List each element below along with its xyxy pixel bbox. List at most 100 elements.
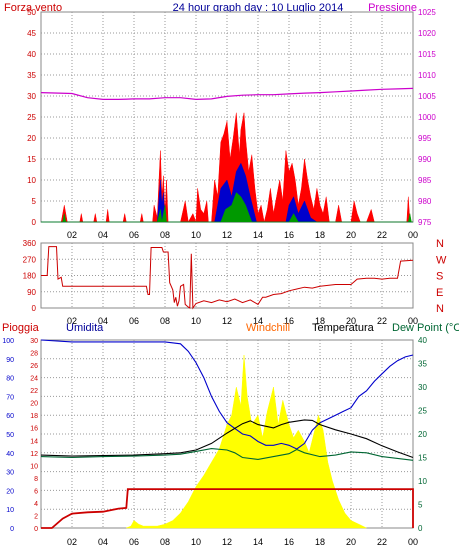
y-tick-label: 995 (418, 134, 432, 143)
y-tick-label: 45 (27, 29, 36, 38)
wind-direction-series (41, 246, 414, 310)
y-tick-label: 10 (27, 176, 36, 185)
wind-pressure-x-ticks: 02 04 06 08 10 12 14 16 18 20 22 00 (67, 230, 418, 240)
x-tick-label: 14 (253, 316, 263, 326)
x-tick-label: 16 (284, 537, 294, 547)
y-tick-label: 25 (418, 407, 427, 416)
y-tick-label: 80 (6, 376, 14, 383)
y-tick-label: 35 (27, 71, 36, 80)
y-tick-label: 90 (6, 357, 14, 364)
direction-axis-ticks: 0 90 180 270 360 (23, 239, 37, 313)
x-tick-label: 06 (129, 230, 139, 240)
x-tick-label: 02 (67, 316, 77, 326)
y-tick-label: 16 (30, 426, 38, 433)
x-tick-label: 00 (408, 316, 418, 326)
y-tick-label: 0 (32, 304, 37, 313)
y-tick-label: 40 (27, 50, 36, 59)
y-tick-label: 30 (418, 383, 427, 392)
y-tick-label: 50 (6, 432, 14, 439)
x-tick-label: 02 (67, 230, 77, 240)
compass-label: S (436, 271, 443, 283)
series-solar (126, 354, 367, 529)
y-tick-label: 20 (30, 401, 38, 408)
y-tick-label: 1015 (418, 50, 436, 59)
x-tick-label: 14 (253, 537, 263, 547)
x-tick-label: 04 (98, 537, 108, 547)
y-tick-label: 12 (30, 451, 38, 458)
series-pioggia (41, 488, 414, 529)
wind-direction-grid (41, 243, 413, 308)
y-tick-label: 28 (30, 351, 38, 358)
y-tick-label: 20 (418, 430, 427, 439)
x-tick-label: 22 (377, 537, 387, 547)
y-tick-label: 6 (34, 488, 38, 495)
y-tick-label: 22 (30, 388, 38, 395)
y-tick-label: 40 (418, 336, 427, 345)
y-tick-label: 990 (418, 155, 432, 164)
series-wind (41, 162, 413, 223)
legend-entry: Temperatura (312, 322, 375, 334)
pressure-axis-ticks: 975 980 985 990 995 1000 1005 1010 1015 1020 1025 (418, 8, 436, 227)
x-tick-label: 10 (191, 316, 201, 326)
x-tick-label: 18 (315, 316, 325, 326)
x-tick-label: 20 (346, 230, 356, 240)
x-tick-label: 12 (222, 230, 232, 240)
x-tick-label: 08 (160, 537, 170, 547)
chart-title: 24 hour graph day : 10 Luglio 2014 (173, 2, 344, 14)
wind-pressure-panel: Forza vento 24 hour graph day : 10 Lugli… (4, 2, 436, 240)
legend-entry: Dew Point (°C (392, 322, 459, 334)
x-tick-label: 10 (191, 230, 201, 240)
y-tick-label: 30 (27, 92, 36, 101)
x-tick-label: 12 (222, 316, 232, 326)
x-tick-label: 22 (377, 230, 387, 240)
x-tick-label: 22 (377, 316, 387, 326)
temperature-axis-ticks: 0 5 10 15 20 25 30 35 40 (418, 336, 427, 533)
y-tick-label: 15 (27, 155, 36, 164)
y-tick-label: 70 (6, 394, 14, 401)
humidity-axis-ticks: 0 10 20 30 40 50 60 70 80 90 100 (2, 338, 14, 533)
compass-label: N (436, 238, 444, 250)
y-tick-label: 1010 (418, 71, 436, 80)
series-avg (41, 192, 413, 223)
y-tick-label: 90 (27, 288, 36, 297)
rain-humidity-x-ticks: 02 04 06 08 10 12 14 16 18 20 22 00 (67, 537, 418, 547)
legend-entry: Umidita (66, 322, 104, 334)
x-tick-label: 04 (98, 316, 108, 326)
y-tick-label: 1000 (418, 113, 436, 122)
x-tick-label: 14 (253, 230, 263, 240)
y-tick-label: 0 (10, 526, 14, 533)
compass-label: E (436, 287, 443, 299)
y-tick-label: 15 (418, 454, 427, 463)
y-tick-label: 25 (27, 113, 36, 122)
y-tick-label: 18 (30, 413, 38, 420)
y-tick-label: 20 (6, 488, 14, 495)
y-tick-label: 35 (418, 360, 427, 369)
y-tick-label: 40 (6, 451, 14, 458)
x-tick-label: 18 (315, 230, 325, 240)
rain-humidity-temperature-panel: Pioggia Umidita Windchill Temperatura Dew Po… (2, 322, 459, 547)
y-tick-label: 1005 (418, 92, 436, 101)
series-gust (60, 112, 413, 223)
wind-axis-ticks: 0 5 10 15 20 25 30 35 40 45 50 (27, 8, 36, 227)
y-tick-label: 26 (30, 363, 38, 370)
series-pressure (40, 87, 414, 101)
series-direction (41, 246, 414, 310)
y-tick-label: 980 (418, 197, 432, 206)
compass-label: W (436, 254, 447, 266)
series-umidita (40, 339, 414, 450)
x-tick-label: 16 (284, 230, 294, 240)
y-tick-label: 4 (34, 501, 38, 508)
y-tick-label: 975 (418, 218, 432, 227)
x-tick-label: 06 (129, 316, 139, 326)
x-tick-label: 12 (222, 537, 232, 547)
series-temperatura (40, 419, 414, 459)
y-tick-label: 1020 (418, 29, 436, 38)
wind-axis-title: Forza vento (4, 2, 62, 14)
y-tick-label: 8 (34, 476, 38, 483)
y-tick-label: 360 (23, 239, 37, 248)
y-tick-label: 100 (2, 338, 14, 345)
